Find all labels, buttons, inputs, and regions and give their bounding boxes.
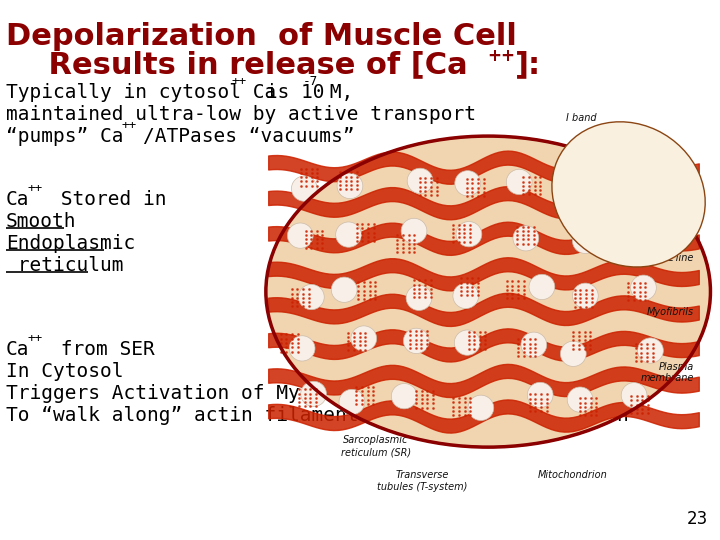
Text: Stored in: Stored in [49,190,166,209]
Ellipse shape [406,386,432,411]
Ellipse shape [526,172,552,197]
Ellipse shape [275,163,301,188]
Text: Results in release of [Ca: Results in release of [Ca [6,50,467,79]
Ellipse shape [576,224,601,249]
Ellipse shape [510,217,536,242]
Text: In Cytosol: In Cytosol [6,362,124,381]
Ellipse shape [299,220,325,245]
Text: maintained ultra-low by active transport: maintained ultra-low by active transport [6,105,476,124]
Ellipse shape [629,231,655,256]
Text: Mitochondrion: Mitochondrion [538,470,607,481]
Ellipse shape [564,163,589,188]
Text: A band: A band [642,206,677,216]
Ellipse shape [467,224,493,249]
Ellipse shape [636,386,662,411]
Text: ]:: ]: [515,50,541,79]
Ellipse shape [295,336,320,361]
Text: -7: -7 [303,75,318,88]
Text: Transverse
tubules (T-system): Transverse tubules (T-system) [377,470,468,492]
Ellipse shape [446,284,472,309]
Text: I band: I band [567,113,597,123]
Ellipse shape [331,328,357,353]
Text: M,: M, [318,83,354,102]
Text: Ca: Ca [6,340,30,359]
Text: from SER: from SER [49,340,155,359]
Ellipse shape [351,226,377,252]
Text: Plasma
membrane: Plasma membrane [641,362,694,383]
Text: ++: ++ [487,47,515,65]
Text: Myofibrils: Myofibrils [647,307,694,317]
Text: Sarcoplasmic
reticulum (SR): Sarcoplasmic reticulum (SR) [341,435,411,457]
Ellipse shape [405,280,431,306]
Ellipse shape [559,280,585,306]
Text: reticulum: reticulum [6,256,124,275]
Ellipse shape [336,164,361,189]
Ellipse shape [570,392,596,417]
Ellipse shape [456,332,482,357]
Text: “pumps” Ca: “pumps” Ca [6,127,124,146]
Ellipse shape [266,136,711,447]
Ellipse shape [286,395,312,421]
Text: Triggers Activation of Myosin ATPase: Triggers Activation of Myosin ATPase [6,384,429,403]
Ellipse shape [505,282,531,308]
Text: 23: 23 [687,510,708,528]
Text: Smooth: Smooth [6,212,76,231]
Text: Z line: Z line [667,253,694,263]
Text: /ATPases “vacuums”: /ATPases “vacuums” [143,127,354,146]
Text: Muscle cell is disrupted: Muscle cell is disrupted [567,144,666,153]
Ellipse shape [505,393,531,417]
Text: ++: ++ [27,332,42,345]
Ellipse shape [632,177,658,202]
Text: Endoplasmic: Endoplasmic [6,234,135,253]
Text: ++: ++ [27,182,42,195]
Ellipse shape [642,276,668,301]
Ellipse shape [635,341,661,366]
Ellipse shape [514,335,539,360]
Ellipse shape [469,384,494,410]
Ellipse shape [407,174,432,200]
Text: ++: ++ [232,75,247,88]
Ellipse shape [552,122,705,267]
Ellipse shape [390,223,415,248]
Ellipse shape [336,384,362,409]
Text: Depolarization  of Muscle Cell: Depolarization of Muscle Cell [6,22,517,51]
Text: Typically in cytosol Ca: Typically in cytosol Ca [6,83,276,102]
Text: is 10: is 10 [254,83,325,102]
Text: Ca: Ca [6,190,30,209]
Ellipse shape [340,281,366,307]
Ellipse shape [573,328,599,354]
Text: ++: ++ [121,119,136,132]
Ellipse shape [471,173,496,199]
Text: To “walk along” actin filaments – causing contraction: To “walk along” actin filaments – causin… [6,406,629,425]
Ellipse shape [300,274,325,300]
Ellipse shape [402,341,428,366]
